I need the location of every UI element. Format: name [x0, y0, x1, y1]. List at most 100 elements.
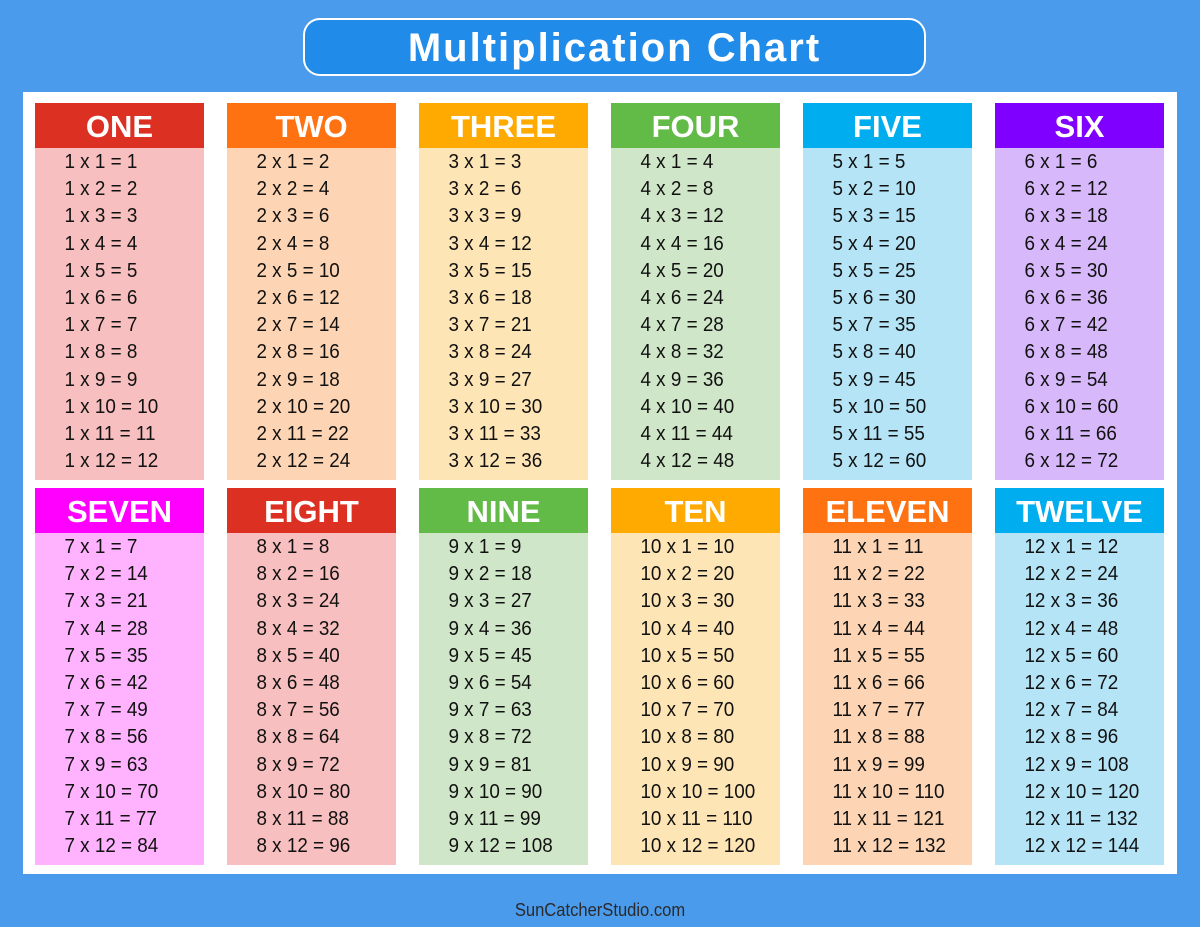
table-row: 8 x 10 = 80: [256, 779, 351, 803]
table-row: 3 x 6 = 18: [448, 285, 532, 309]
table-row: 4 x 7 = 28: [640, 313, 724, 337]
table-row: 12 x 11 = 132: [1024, 806, 1138, 830]
table-row: 5 x 4 = 20: [832, 231, 916, 255]
table-row: 10 x 2 = 20: [640, 562, 735, 586]
table-header: EIGHT: [227, 488, 396, 534]
table-row: 11 x 3 = 33: [832, 589, 925, 613]
table-row: 6 x 8 = 48: [1024, 340, 1108, 364]
table-row: 5 x 10 = 50: [832, 394, 927, 418]
table-card-nine: NINE 9 x 1 = 9 9 x 2 = 18 9 x 3 = 27 9 x 4 =…: [419, 488, 588, 865]
table-row: 12 x 12 = 144: [1024, 834, 1140, 858]
table-row: 4 x 6 = 24: [640, 285, 724, 309]
table-row: 5 x 9 = 45: [832, 367, 916, 391]
table-row: 6 x 5 = 30: [1024, 258, 1108, 282]
table-header: ELEVEN: [803, 488, 972, 534]
table-row: 1 x 12 = 12: [64, 449, 159, 473]
table-row: 5 x 6 = 30: [832, 285, 916, 309]
table-row: 10 x 7 = 70: [640, 698, 735, 722]
table-row: 12 x 3 = 36: [1024, 589, 1119, 613]
table-row: 4 x 9 = 36: [640, 367, 724, 391]
table-header: TWO: [227, 103, 396, 149]
table-row: 7 x 2 = 14: [64, 562, 148, 586]
table-row: 8 x 12 = 96: [256, 834, 351, 858]
table-row: 10 x 8 = 80: [640, 725, 735, 749]
table-row: 11 x 5 = 55: [832, 643, 925, 667]
table-row: 12 x 8 = 96: [1024, 725, 1119, 749]
table-row: 4 x 5 = 20: [640, 258, 724, 282]
table-row: 12 x 7 = 84: [1024, 698, 1119, 722]
table-row: 6 x 7 = 42: [1024, 313, 1108, 337]
table-row: 12 x 5 = 60: [1024, 643, 1119, 667]
table-body: 7 x 1 = 7 7 x 2 = 14 7 x 3 = 21 7 x 4 = 28 7…: [35, 533, 204, 865]
table-row: 6 x 4 = 24: [1024, 231, 1108, 255]
table-row: 7 x 8 = 56: [64, 725, 148, 749]
table-header: SEVEN: [35, 488, 204, 534]
table-row: 12 x 2 = 24: [1024, 562, 1119, 586]
table-header: ONE: [35, 103, 204, 149]
table-row: 10 x 9 = 90: [640, 752, 735, 776]
table-row: 1 x 1 = 1: [64, 150, 138, 173]
table-row: 7 x 5 = 35: [64, 643, 148, 667]
table-row: 1 x 11 = 11: [64, 421, 156, 445]
table-row: 1 x 5 = 5: [64, 258, 138, 282]
table-body: 3 x 1 = 3 3 x 2 = 6 3 x 3 = 9 3 x 4 = 12 3 x…: [419, 148, 588, 480]
table-row: 11 x 8 = 88: [832, 725, 925, 749]
table-row: 2 x 1 = 2: [256, 150, 330, 173]
table-row: 11 x 2 = 22: [832, 562, 925, 586]
table-row: 2 x 11 = 22: [256, 421, 349, 445]
table-row: 2 x 10 = 20: [256, 394, 351, 418]
table-row: 2 x 2 = 4: [256, 177, 330, 201]
table-row: 11 x 10 = 110: [832, 779, 945, 803]
table-row: 7 x 7 = 49: [64, 698, 148, 722]
table-row: 8 x 1 = 8: [256, 535, 330, 558]
table-row: 3 x 5 = 15: [448, 258, 532, 282]
table-row: 10 x 10 = 100: [640, 779, 756, 803]
table-card-four: FOUR 4 x 1 = 4 4 x 2 = 8 4 x 3 = 12 4 x 4 = …: [611, 103, 780, 480]
table-row: 2 x 5 = 10: [256, 258, 340, 282]
table-row: 12 x 9 = 108: [1024, 752, 1129, 776]
table-row: 7 x 6 = 42: [64, 670, 148, 694]
table-row: 10 x 5 = 50: [640, 643, 735, 667]
table-row: 3 x 4 = 12: [448, 231, 532, 255]
table-row: 1 x 8 = 8: [64, 340, 138, 364]
table-row: 6 x 10 = 60: [1024, 394, 1119, 418]
table-row: 7 x 10 = 70: [64, 779, 159, 803]
table-header: FOUR: [611, 103, 780, 149]
table-row: 10 x 3 = 30: [640, 589, 735, 613]
table-row: 9 x 6 = 54: [448, 670, 532, 694]
table-row: 2 x 8 = 16: [256, 340, 340, 364]
table-row: 2 x 7 = 14: [256, 313, 340, 337]
table-row: 5 x 8 = 40: [832, 340, 916, 364]
table-header: SIX: [995, 103, 1164, 149]
table-row: 4 x 4 = 16: [640, 231, 724, 255]
table-row: 10 x 1 = 10: [640, 535, 735, 558]
table-row: 9 x 12 = 108: [448, 834, 553, 858]
table-row: 3 x 3 = 9: [448, 204, 522, 228]
page-title: Multiplication Chart: [303, 18, 926, 76]
table-row: 2 x 9 = 18: [256, 367, 340, 391]
table-row: 3 x 2 = 6: [448, 177, 522, 201]
table-row: 5 x 5 = 25: [832, 258, 916, 282]
table-row: 4 x 8 = 32: [640, 340, 724, 364]
table-body: 4 x 1 = 4 4 x 2 = 8 4 x 3 = 12 4 x 4 = 16 4 …: [611, 148, 780, 480]
table-row: 1 x 2 = 2: [64, 177, 138, 201]
table-card-seven: SEVEN 7 x 1 = 7 7 x 2 = 14 7 x 3 = 21 7 x 4 …: [35, 488, 204, 865]
table-row: 11 x 11 = 121: [832, 806, 945, 830]
table-body: 11 x 1 = 11 11 x 2 = 22 11 x 3 = 33 11 x 4 …: [803, 533, 972, 865]
table-body: 12 x 1 = 12 12 x 2 = 24 12 x 3 = 36 12 x 4 …: [995, 533, 1164, 865]
table-row: 9 x 7 = 63: [448, 698, 532, 722]
table-body: 2 x 1 = 2 2 x 2 = 4 2 x 3 = 6 2 x 4 = 8 2 x …: [227, 148, 396, 480]
table-row: 4 x 12 = 48: [640, 449, 735, 473]
table-header: FIVE: [803, 103, 972, 149]
table-row: 3 x 10 = 30: [448, 394, 543, 418]
table-row: 7 x 9 = 63: [64, 752, 148, 776]
table-row: 11 x 6 = 66: [832, 670, 925, 694]
table-card-eight: EIGHT 8 x 1 = 8 8 x 2 = 16 8 x 3 = 24 8 x 4 …: [227, 488, 396, 865]
table-row: 3 x 11 = 33: [448, 421, 541, 445]
table-card-ten: TEN 10 x 1 = 10 10 x 2 = 20 10 x 3 = 30 10 x…: [611, 488, 780, 865]
footer-credit: SunCatcherStudio.com: [514, 900, 686, 920]
table-row: 10 x 6 = 60: [640, 670, 735, 694]
table-row: 8 x 11 = 88: [256, 806, 349, 830]
table-card-five: FIVE 5 x 1 = 5 5 x 2 = 10 5 x 3 = 15 5 x 4 =…: [803, 103, 972, 480]
